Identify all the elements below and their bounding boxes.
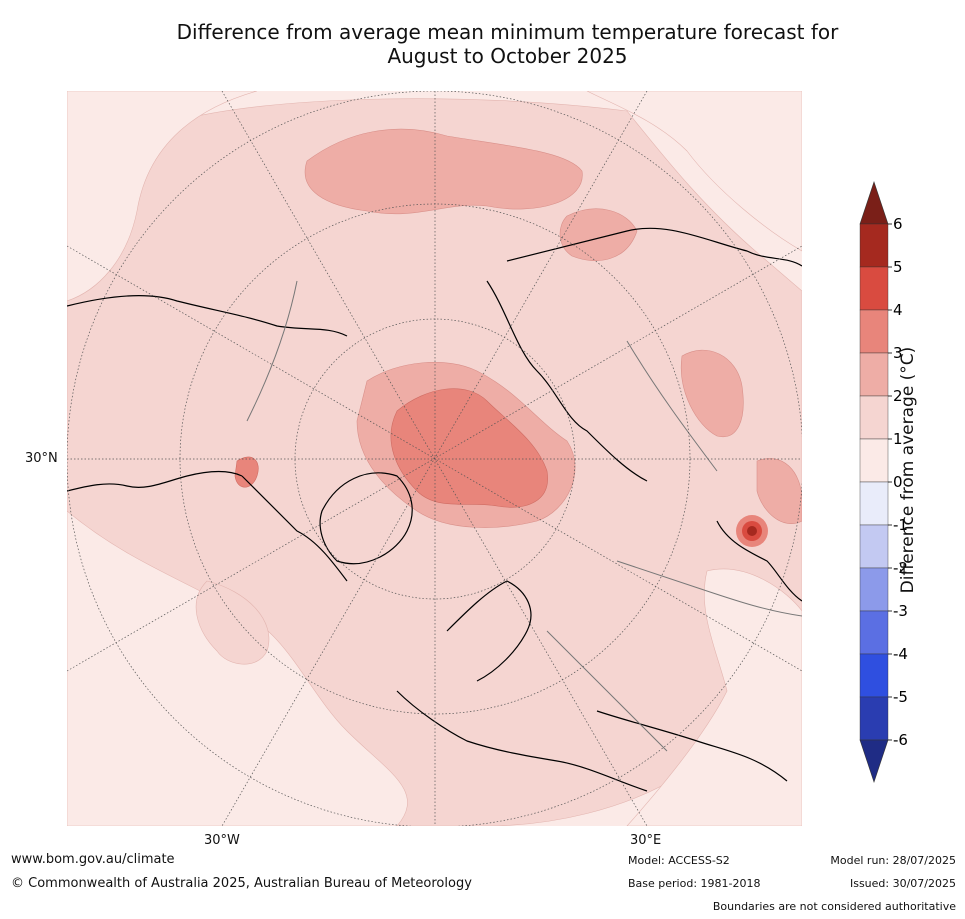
colorbar-segment bbox=[859, 481, 889, 526]
map-svg bbox=[67, 91, 802, 826]
colorbar-tick-label: 4 bbox=[893, 301, 903, 319]
title-line-2: August to October 2025 bbox=[387, 44, 628, 68]
colorbar-segment bbox=[859, 309, 889, 354]
colorbar: 6 5 4 3 2 1 0 -1 -2 -3 -4 -5 -6 bbox=[859, 181, 908, 783]
forecast-map bbox=[67, 91, 802, 826]
colorbar-tick-label: -3 bbox=[893, 602, 908, 620]
colorbar-segment bbox=[859, 653, 889, 698]
colorbar-under-arrow bbox=[859, 739, 889, 783]
anomaly-2-3-pacific bbox=[304, 128, 583, 215]
graticule bbox=[67, 91, 802, 826]
colorbar-segment bbox=[859, 223, 889, 268]
colorbar-segment bbox=[859, 610, 889, 655]
anomaly-2-3-far-east bbox=[756, 458, 802, 524]
colorbar-tick-label: -1 bbox=[893, 516, 908, 534]
colorbar-label: Difference from average (°C) bbox=[898, 346, 918, 594]
title-line-1: Difference from average mean minimum tem… bbox=[176, 20, 839, 44]
footer-base-period: Base period: 1981-2018 bbox=[628, 877, 761, 890]
anomaly-0-1-pacific bbox=[67, 91, 258, 302]
colorbar-tick-label: 2 bbox=[893, 387, 903, 405]
map-title: Difference from average mean minimum tem… bbox=[60, 20, 955, 68]
colorbar-segment bbox=[859, 438, 889, 483]
colorbar-segment bbox=[859, 524, 889, 569]
country-borders bbox=[246, 280, 802, 752]
colorbar-tick-label: 1 bbox=[893, 430, 903, 448]
colorbar-segment bbox=[859, 696, 889, 741]
anomaly-1-2-atlantic bbox=[195, 580, 270, 665]
lon-label-30w: 30°W bbox=[204, 833, 240, 848]
colorbar-tick-label: -4 bbox=[893, 645, 908, 663]
coastlines bbox=[67, 227, 802, 792]
footer-issued: Issued: 30/07/2025 bbox=[849, 877, 956, 890]
lon-label-30e: 30°E bbox=[630, 833, 662, 848]
colorbar-segment bbox=[859, 395, 889, 440]
footer-boundaries: Boundaries are not considered authoritat… bbox=[712, 900, 956, 913]
footer-copyright: © Commonwealth of Australia 2025, Austra… bbox=[11, 876, 472, 891]
colorbar-segment bbox=[859, 266, 889, 311]
anomaly-hotspot-core bbox=[747, 526, 757, 536]
footer-url[interactable]: www.bom.gov.au/climate bbox=[11, 852, 175, 867]
footer-model: Model: ACCESS-S2 bbox=[628, 854, 730, 867]
colorbar-tick-label: -2 bbox=[893, 559, 908, 577]
anomaly-3-4-arctic-core bbox=[390, 388, 548, 508]
anomaly-2-3-asia bbox=[680, 349, 744, 438]
anomaly-0-1-atlantic bbox=[67, 510, 408, 826]
lat-label-30n: 30°N bbox=[25, 451, 58, 466]
colorbar-tick-label: 0 bbox=[893, 473, 903, 491]
colorbar-segment bbox=[859, 567, 889, 612]
colorbar-tick-label: -5 bbox=[893, 688, 908, 706]
anomaly-3-4-canada bbox=[234, 456, 259, 488]
colorbar-segment bbox=[859, 352, 889, 397]
anomaly-0-1-east bbox=[586, 91, 802, 252]
colorbar-tick-label: 6 bbox=[893, 215, 903, 233]
colorbar-over-arrow bbox=[859, 181, 889, 225]
colorbar-tick-label: -6 bbox=[893, 731, 908, 749]
colorbar-tick-label: 5 bbox=[893, 258, 903, 276]
colorbar-tick-label: 3 bbox=[893, 344, 903, 362]
footer-model-run: Model run: 28/07/2025 bbox=[830, 854, 956, 867]
